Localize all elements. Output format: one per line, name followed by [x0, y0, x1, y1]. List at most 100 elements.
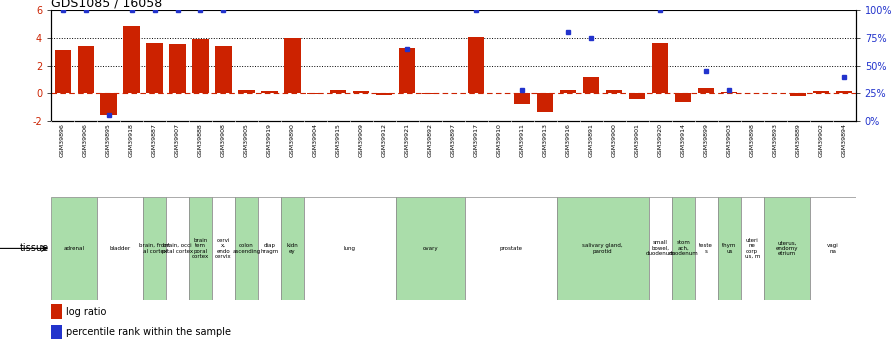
- Bar: [51, 304, 62, 319]
- Text: GSM39920: GSM39920: [658, 123, 663, 157]
- Text: GSM39890: GSM39890: [290, 123, 295, 157]
- Text: brain, front
al cortex: brain, front al cortex: [139, 243, 170, 254]
- Bar: [790, 93, 806, 96]
- Text: GSM39912: GSM39912: [382, 123, 387, 157]
- Bar: [189, 197, 212, 300]
- Bar: [836, 91, 852, 93]
- Bar: [698, 88, 714, 93]
- Bar: [235, 197, 258, 300]
- Text: GSM39894: GSM39894: [841, 123, 847, 157]
- Text: thym
us: thym us: [722, 243, 737, 254]
- Bar: [307, 93, 323, 94]
- Text: GSM39887: GSM39887: [152, 123, 157, 157]
- Bar: [78, 46, 93, 93]
- Text: GSM39909: GSM39909: [359, 123, 364, 157]
- Text: vagi
na: vagi na: [827, 243, 839, 254]
- Bar: [331, 90, 347, 93]
- Bar: [400, 48, 416, 93]
- Text: GSM39916: GSM39916: [565, 123, 571, 157]
- Bar: [238, 90, 254, 93]
- Text: GSM39888: GSM39888: [198, 123, 203, 157]
- Text: ovary: ovary: [423, 246, 438, 251]
- Bar: [100, 93, 116, 115]
- Text: GSM39908: GSM39908: [221, 123, 226, 157]
- Bar: [676, 93, 692, 102]
- Bar: [143, 197, 166, 300]
- Bar: [629, 93, 645, 99]
- Bar: [694, 197, 718, 300]
- Bar: [583, 77, 599, 93]
- Bar: [469, 37, 485, 93]
- Text: GSM39915: GSM39915: [336, 123, 341, 157]
- Text: salivary gland,
parotid: salivary gland, parotid: [582, 243, 623, 254]
- Text: GSM39907: GSM39907: [175, 123, 180, 157]
- Text: GDS1085 / 16058: GDS1085 / 16058: [51, 0, 162, 9]
- Text: GSM39896: GSM39896: [60, 123, 65, 157]
- Bar: [51, 325, 62, 339]
- Bar: [422, 93, 438, 94]
- Bar: [212, 197, 235, 300]
- Text: GSM39902: GSM39902: [819, 123, 823, 157]
- Bar: [376, 93, 392, 95]
- Bar: [556, 197, 649, 300]
- Text: uterus,
endomy
etrium: uterus, endomy etrium: [775, 240, 798, 256]
- Bar: [672, 197, 694, 300]
- Text: GSM39914: GSM39914: [681, 123, 685, 157]
- Bar: [166, 197, 189, 300]
- Bar: [215, 46, 231, 93]
- Text: GSM39904: GSM39904: [313, 123, 318, 157]
- Bar: [193, 39, 209, 93]
- Text: GSM39921: GSM39921: [405, 123, 409, 157]
- Text: small
bowel,
duodenum: small bowel, duodenum: [645, 240, 676, 256]
- Bar: [514, 93, 530, 104]
- Text: stom
ach,
duodenum: stom ach, duodenum: [668, 240, 698, 256]
- Text: tissue: tissue: [20, 244, 48, 253]
- Text: GSM39897: GSM39897: [451, 123, 456, 157]
- Text: GSM39889: GSM39889: [796, 123, 801, 157]
- Text: cervi
x,
endo
cervix: cervi x, endo cervix: [215, 238, 232, 259]
- Text: GSM39918: GSM39918: [129, 123, 134, 157]
- Text: GSM39893: GSM39893: [772, 123, 778, 157]
- Bar: [97, 197, 143, 300]
- Bar: [353, 91, 369, 93]
- Bar: [741, 197, 763, 300]
- Bar: [51, 197, 97, 300]
- Text: colon
ascending: colon ascending: [232, 243, 261, 254]
- Text: GSM39903: GSM39903: [727, 123, 732, 157]
- Bar: [718, 197, 741, 300]
- Bar: [652, 43, 668, 93]
- Bar: [560, 90, 576, 93]
- Bar: [763, 197, 810, 300]
- Bar: [396, 197, 465, 300]
- Bar: [607, 90, 623, 93]
- Text: GSM39917: GSM39917: [474, 123, 478, 157]
- Bar: [258, 197, 281, 300]
- Text: percentile rank within the sample: percentile rank within the sample: [65, 327, 230, 337]
- Text: log ratio: log ratio: [65, 307, 106, 317]
- Text: GSM39892: GSM39892: [428, 123, 433, 157]
- Text: lung: lung: [344, 246, 356, 251]
- Text: GSM39905: GSM39905: [244, 123, 249, 157]
- Text: GSM39898: GSM39898: [750, 123, 754, 157]
- Text: brain
tem
poral
cortex: brain tem poral cortex: [192, 238, 209, 259]
- Bar: [810, 197, 856, 300]
- Bar: [465, 197, 556, 300]
- Bar: [721, 92, 737, 93]
- Text: GSM39899: GSM39899: [703, 123, 709, 157]
- Text: uteri
ne
corp
us, m: uteri ne corp us, m: [745, 238, 760, 259]
- Text: brain, occi
pital cortex: brain, occi pital cortex: [162, 243, 193, 254]
- Bar: [281, 197, 304, 300]
- Text: GSM39919: GSM39919: [267, 123, 272, 157]
- Text: GSM39910: GSM39910: [497, 123, 502, 157]
- Text: kidn
ey: kidn ey: [287, 243, 298, 254]
- Bar: [124, 26, 140, 93]
- Bar: [146, 43, 162, 93]
- Text: GSM39911: GSM39911: [520, 123, 525, 157]
- Bar: [55, 50, 71, 93]
- Bar: [284, 38, 300, 93]
- Text: GSM39913: GSM39913: [543, 123, 547, 157]
- Bar: [814, 91, 829, 93]
- Bar: [649, 197, 672, 300]
- Text: prostate: prostate: [499, 246, 522, 251]
- Text: adrenal: adrenal: [64, 246, 84, 251]
